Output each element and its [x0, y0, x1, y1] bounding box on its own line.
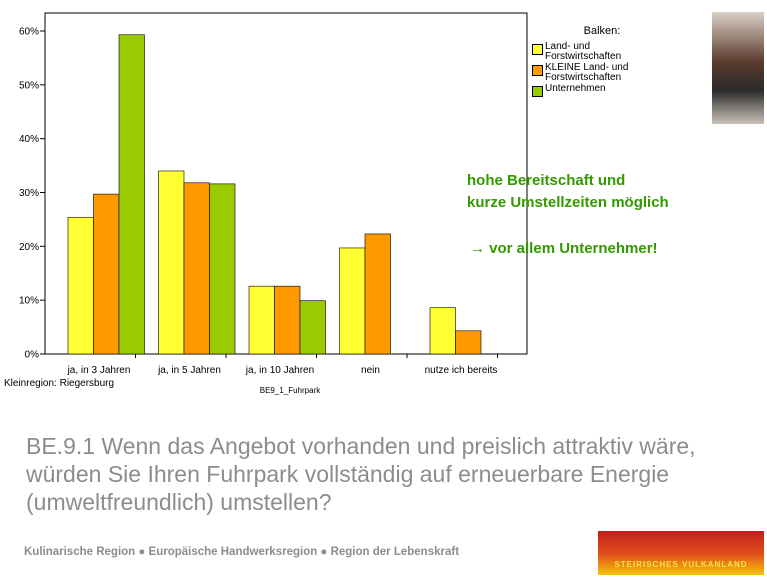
question: BE.9.1 Wenn das Angebot vorhanden und pr…: [26, 433, 696, 515]
x-tick-label: ja, in 10 Jahren: [245, 365, 314, 376]
bar: [183, 182, 210, 355]
footer: Kulinarische Region ● Europäische Handwe…: [24, 546, 460, 558]
bar: [118, 34, 145, 355]
annotation: → vor allem Unternehmer!: [470, 240, 658, 257]
bar: [274, 285, 301, 355]
bar: [299, 300, 326, 355]
bar: [455, 330, 482, 355]
photo: [712, 12, 764, 124]
y-tick-label: 20%: [19, 242, 39, 253]
x-tick-label: nein: [361, 365, 380, 376]
bar: [364, 233, 391, 355]
bar: [429, 307, 456, 355]
y-tick-label: 50%: [19, 80, 39, 91]
legend: Balken: Land- und Forstwirtschaften KLEIN…: [532, 26, 652, 98]
y-tick-label: 10%: [19, 296, 39, 307]
x-tick-label: ja, in 3 Jahren: [67, 365, 131, 376]
chart: Kleinregion: Riegersburg BE9_1_Fuhrpark …: [4, 12, 528, 395]
y-tick-label: 0%: [25, 350, 40, 361]
legend-label: Unternehmen: [545, 83, 606, 94]
annotation: kurze Umstellzeiten möglich: [467, 194, 669, 211]
footnote: Kleinregion: Riegersburg: [4, 378, 114, 389]
legend-label: KLEINE Land- und Forstwirtschaften: [545, 62, 629, 83]
annotation: hohe Bereitschaft und: [467, 172, 626, 189]
bar: [248, 285, 275, 355]
legend-swatch: [532, 65, 543, 76]
y-tick-label: 40%: [19, 134, 39, 145]
bar: [209, 183, 236, 355]
x-tick-label: ja, in 5 Jahren: [157, 365, 221, 376]
x-tick-label: nutze ich bereits: [425, 365, 498, 376]
logo: STEIRISCHES VULKANLAND: [598, 531, 764, 575]
legend-item: KLEINE Land- und Forstwirtschaften: [532, 63, 652, 83]
bar: [339, 247, 366, 355]
y-tick-label: 60%: [19, 27, 39, 38]
bar: [93, 193, 120, 355]
bar: [67, 216, 94, 355]
legend-item: Land- und Forstwirtschaften: [532, 42, 652, 62]
logo-text: STEIRISCHES VULKANLAND: [614, 560, 748, 569]
x-axis-label: BE9_1_Fuhrpark: [260, 386, 321, 395]
legend-label: Land- und Forstwirtschaften: [545, 41, 622, 62]
y-tick-label: 30%: [19, 188, 39, 199]
legend-item: Unternehmen: [532, 84, 652, 97]
legend-title: Balken:: [583, 25, 621, 37]
legend-swatch: [532, 86, 543, 97]
legend-swatch: [532, 44, 543, 55]
bar: [158, 170, 185, 355]
